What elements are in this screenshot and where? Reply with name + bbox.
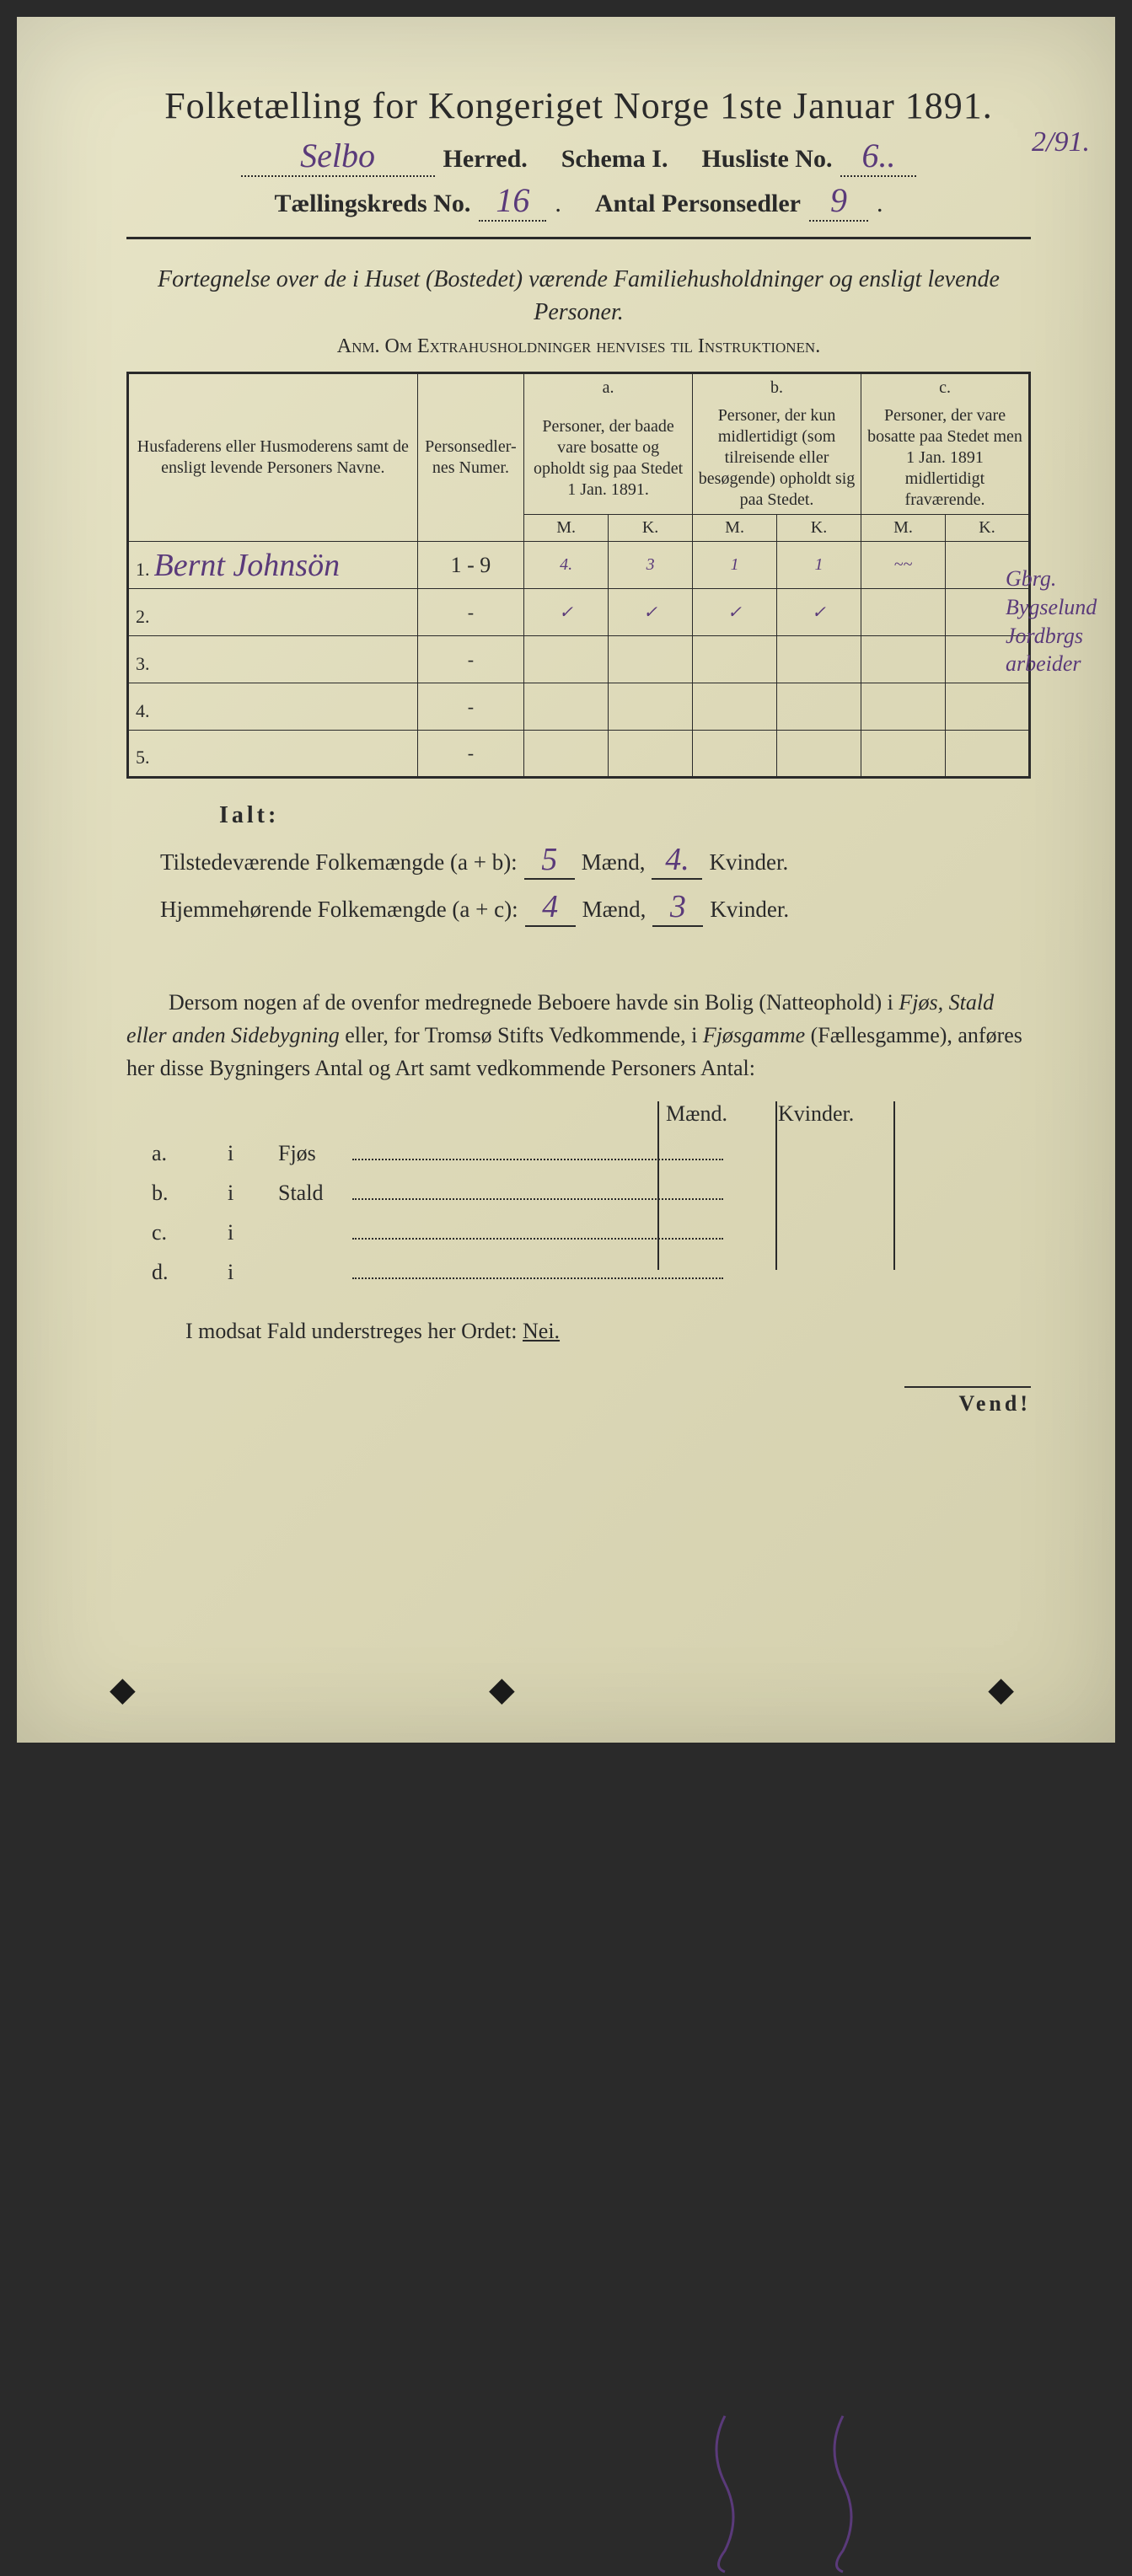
page-title: Folketælling for Kongeriget Norge 1ste J…: [126, 84, 1031, 127]
building-section: Mænd. Kvinder. a. i Fjøs b. i Stald c. i…: [126, 1101, 1031, 1285]
hjemme-m: 4: [525, 888, 576, 927]
building-row: a. i Fjøs: [126, 1135, 1031, 1166]
anm-note: Anm. Om Extrahusholdninger henvises til …: [126, 335, 1031, 358]
husliste-label: Husliste No.: [701, 145, 832, 174]
th-ak: K.: [609, 515, 693, 542]
nei-line: I modsat Fald understreges her Ordet: Ne…: [185, 1319, 1031, 1344]
vline: [657, 1101, 659, 1270]
margin-line: Gbrg.: [1006, 565, 1098, 593]
th-b-top: b.: [693, 373, 861, 403]
vend-label: Vend!: [904, 1386, 1031, 1417]
building-paragraph: Dersom nogen af de ovenfor medregnede Be…: [126, 986, 1031, 1084]
ialt-label: Ialt:: [219, 802, 1031, 829]
hjemme-k: 3: [652, 888, 703, 927]
squiggle-icon: [700, 2407, 750, 2576]
building-row: c. i: [126, 1214, 1031, 1245]
tilstede-row: Tilstedeværende Folkemængde (a + b): 5 M…: [160, 841, 1031, 880]
antal-value: 9: [809, 180, 868, 222]
header-row-1: Selbo Herred. Schema I. Husliste No. 6..: [126, 136, 1031, 177]
building-row: b. i Stald: [126, 1175, 1031, 1206]
th-ck: K.: [945, 515, 1029, 542]
th-c-top: c.: [861, 373, 1030, 403]
hjemme-row: Hjemmehørende Folkemængde (a + c): 4 Mæn…: [160, 888, 1031, 927]
maend-label: Mænd,: [582, 849, 646, 876]
header-row-2: Tællingskreds No. 16 . Antal Personsedle…: [126, 180, 1031, 222]
table-row: 4. -: [128, 683, 1030, 731]
th-cm: M.: [861, 515, 946, 542]
th-bk: K.: [777, 515, 861, 542]
schema-label: Schema I.: [561, 145, 668, 174]
maend-label: Mænd,: [582, 897, 646, 923]
tilstede-label: Tilstedeværende Folkemængde (a + b):: [160, 849, 518, 876]
hole-mark-icon: ◆: [489, 1669, 515, 1709]
herred-label: Herred.: [443, 145, 528, 174]
th-bm: M.: [693, 515, 777, 542]
margin-line: Jordbrgs: [1006, 622, 1098, 651]
table-row: 1. Bernt Johnsön 1 - 9 4. 3 1 1 ~~: [128, 542, 1030, 589]
table-row: 3. -: [128, 636, 1030, 683]
subtitle: Fortegnelse over de i Huset (Bostedet) v…: [126, 263, 1031, 329]
th-numer: Personsedler-nes Numer.: [417, 373, 523, 542]
squiggle-icon: [818, 2407, 868, 2576]
th-b: Personer, der kun midlertidigt (som tilr…: [693, 402, 861, 515]
hole-mark-icon: ◆: [988, 1669, 1014, 1709]
margin-line: Bygselund: [1006, 593, 1098, 622]
build-header: Mænd. Kvinder.: [666, 1101, 1031, 1127]
kvinder-label: Kvinder.: [710, 897, 789, 923]
table-row: 2. - ✓ ✓ ✓ ✓: [128, 589, 1030, 636]
margin-date: 2/91.: [1032, 126, 1090, 158]
build-head-m: Mænd.: [666, 1101, 727, 1127]
th-name: Husfaderens eller Husmoderens samt de en…: [128, 373, 418, 542]
building-row: d. i: [126, 1254, 1031, 1285]
right-margin-notes: Gbrg. Bygselund Jordbrgs arbeider: [1006, 565, 1098, 678]
tilstede-m: 5: [524, 841, 575, 880]
build-head-k: Kvinder.: [778, 1101, 854, 1127]
husliste-value: 6..: [840, 136, 916, 177]
census-form-page: Folketælling for Kongeriget Norge 1ste J…: [17, 17, 1115, 1743]
hole-mark-icon: ◆: [110, 1669, 136, 1709]
nei-word: Nei.: [523, 1319, 560, 1343]
margin-line: arbeider: [1006, 650, 1098, 678]
antal-label: Antal Personsedler: [595, 190, 801, 218]
census-table: Husfaderens eller Husmoderens samt de en…: [126, 372, 1031, 779]
kvinder-label: Kvinder.: [709, 849, 788, 876]
table-row: 5. -: [128, 731, 1030, 778]
kreds-label: Tællingskreds No.: [275, 190, 471, 218]
th-a-top: a.: [524, 373, 693, 403]
tilstede-k: 4.: [652, 841, 702, 880]
th-a: Personer, der baade vare bosatte og opho…: [524, 402, 693, 515]
divider-top: [126, 237, 1031, 239]
th-c: Personer, der vare bosatte paa Stedet me…: [861, 402, 1030, 515]
kreds-value: 16: [479, 180, 546, 222]
th-am: M.: [524, 515, 609, 542]
hjemme-label: Hjemmehørende Folkemængde (a + c):: [160, 897, 518, 923]
herred-value: Selbo: [241, 136, 435, 177]
